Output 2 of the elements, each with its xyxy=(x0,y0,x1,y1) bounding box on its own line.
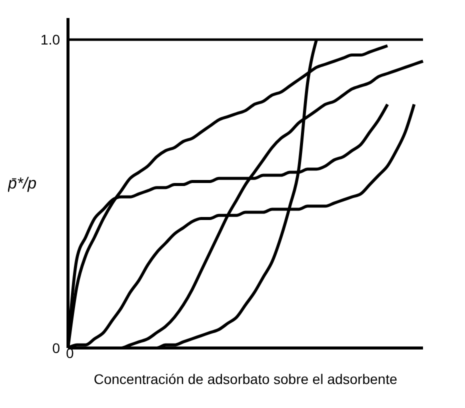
x-axis-title: Concentración de adsorbato sobre el adsorbente xyxy=(94,371,398,387)
y-tick-label: 1.0 xyxy=(40,32,60,48)
